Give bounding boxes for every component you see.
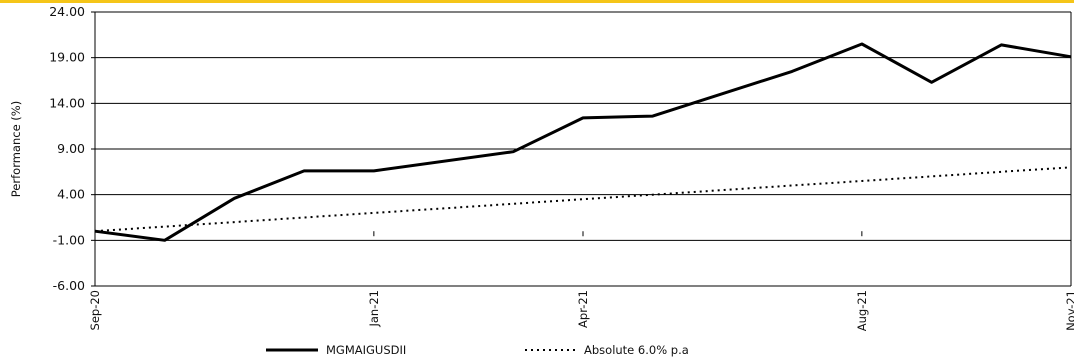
x-tick-label: Apr-21 [576, 290, 590, 328]
series-line-1 [94, 166, 1072, 233]
legend-label-0: MGMAIGUSDII [326, 343, 406, 357]
y-tick-label: 24.00 [49, 4, 85, 19]
x-tick-label: Aug-21 [855, 290, 869, 331]
y-tick-label: 4.00 [57, 187, 85, 202]
y-tick-label: 9.00 [57, 141, 85, 156]
x-tick-label: Jan-21 [367, 290, 381, 328]
y-tick-label: 19.00 [49, 50, 85, 65]
legend-label-1: Absolute 6.0% p.a [584, 343, 689, 357]
series-lines [94, 42, 1072, 242]
y-tick-label: -6.00 [53, 278, 85, 293]
y-tick-label: -1.00 [53, 232, 85, 247]
y-axis-label: Performance (%) [9, 101, 23, 197]
x-axis: Sep-20 Jan-21 Apr-21 Aug-21 Nov-21 [88, 12, 1074, 331]
y-axis-ticks: -6.00 -1.00 4.00 9.00 14.00 19.00 24.00 [49, 4, 95, 293]
series-line-0 [94, 42, 1072, 242]
top-accent-bar [0, 0, 1074, 3]
x-tick-label: Nov-21 [1064, 290, 1074, 331]
x-tick-label: Sep-20 [88, 290, 102, 330]
y-tick-label: 14.00 [49, 95, 85, 110]
legend: MGMAIGUSDII Absolute 6.0% p.a [266, 343, 689, 357]
